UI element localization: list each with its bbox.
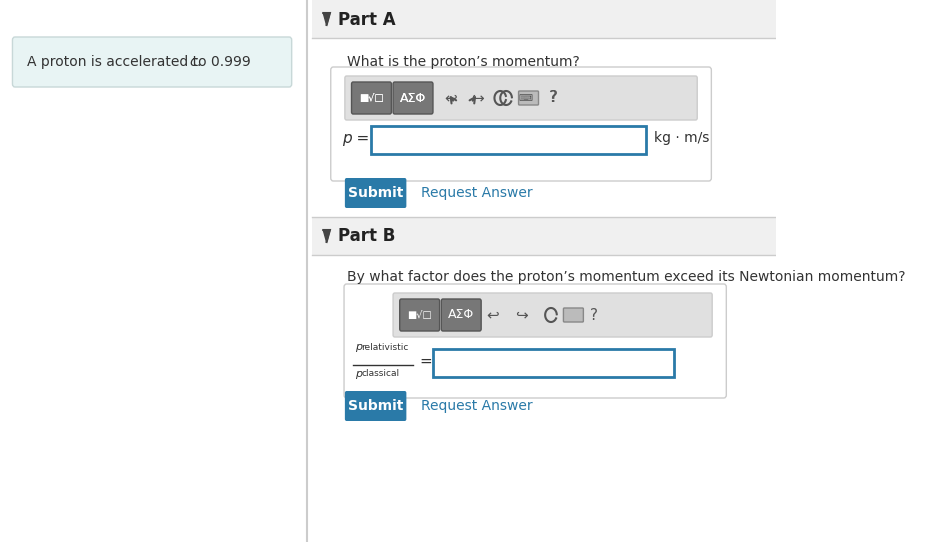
Text: ?: ? — [550, 91, 559, 106]
Text: ΑΣΦ: ΑΣΦ — [400, 92, 426, 105]
Text: ↩: ↩ — [444, 91, 457, 106]
Text: Request Answer: Request Answer — [421, 186, 533, 200]
Polygon shape — [323, 230, 330, 242]
FancyBboxPatch shape — [400, 299, 440, 331]
FancyBboxPatch shape — [518, 91, 539, 105]
FancyBboxPatch shape — [514, 90, 537, 106]
Text: Part A: Part A — [338, 11, 396, 29]
Text: =: = — [419, 353, 432, 369]
Text: ↩: ↩ — [487, 307, 499, 322]
FancyBboxPatch shape — [345, 76, 697, 120]
Text: ΑΣΦ: ΑΣΦ — [400, 92, 426, 105]
Polygon shape — [323, 13, 330, 25]
Text: p: p — [355, 369, 362, 379]
FancyBboxPatch shape — [433, 349, 674, 377]
Text: ΑΣΦ: ΑΣΦ — [448, 308, 474, 321]
Text: c: c — [190, 55, 197, 69]
Text: classical: classical — [361, 369, 400, 378]
FancyBboxPatch shape — [344, 284, 727, 398]
Text: Request Answer: Request Answer — [421, 399, 533, 413]
FancyBboxPatch shape — [345, 76, 697, 120]
FancyBboxPatch shape — [312, 0, 776, 38]
Text: Part B: Part B — [338, 227, 396, 245]
FancyBboxPatch shape — [351, 82, 391, 114]
Text: .: . — [196, 55, 201, 69]
Text: ?: ? — [590, 307, 598, 322]
FancyBboxPatch shape — [345, 178, 406, 208]
FancyBboxPatch shape — [393, 82, 433, 114]
Text: A proton is accelerated to 0.999: A proton is accelerated to 0.999 — [27, 55, 256, 69]
FancyBboxPatch shape — [372, 126, 645, 154]
FancyBboxPatch shape — [563, 308, 584, 322]
FancyBboxPatch shape — [393, 82, 433, 114]
Text: ■√□: ■√□ — [407, 310, 432, 320]
FancyBboxPatch shape — [331, 67, 712, 181]
Text: ↪: ↪ — [472, 91, 484, 106]
Text: ⌨: ⌨ — [518, 93, 532, 103]
Text: kg · m/s: kg · m/s — [654, 131, 710, 145]
Text: p: p — [355, 342, 362, 352]
FancyBboxPatch shape — [351, 82, 391, 114]
Text: relativistic: relativistic — [361, 343, 409, 352]
FancyBboxPatch shape — [345, 391, 406, 421]
FancyBboxPatch shape — [441, 299, 481, 331]
Text: By what factor does the proton’s momentum exceed its Newtonian momentum?: By what factor does the proton’s momentu… — [347, 270, 905, 284]
FancyBboxPatch shape — [393, 293, 713, 337]
FancyBboxPatch shape — [312, 217, 776, 255]
FancyBboxPatch shape — [0, 0, 307, 542]
Text: ■√□: ■√□ — [359, 93, 384, 103]
Text: ■√□: ■√□ — [359, 93, 384, 103]
Text: Submit: Submit — [348, 186, 403, 200]
Text: What is the proton’s momentum?: What is the proton’s momentum? — [347, 55, 579, 69]
Text: ↪: ↪ — [515, 307, 528, 322]
FancyBboxPatch shape — [12, 37, 291, 87]
Text: Submit: Submit — [348, 399, 403, 413]
Text: p =: p = — [342, 131, 369, 145]
Text: ?: ? — [548, 91, 557, 106]
